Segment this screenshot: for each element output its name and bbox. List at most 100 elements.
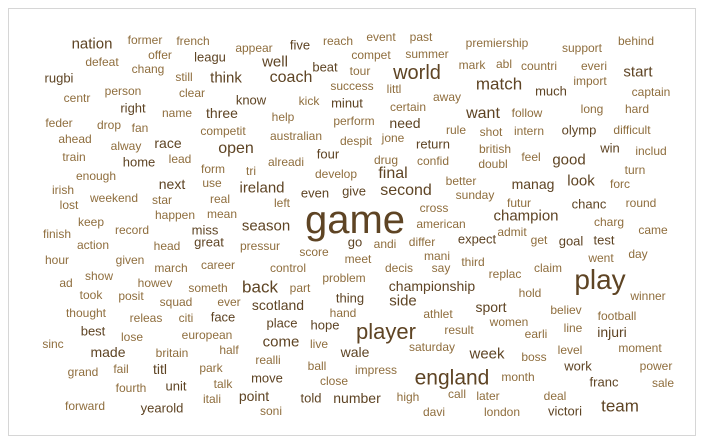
word-itali: itali — [202, 392, 222, 406]
word-made: made — [90, 344, 126, 360]
word-finish: finish — [42, 227, 72, 241]
word-move: move — [251, 370, 283, 386]
word-control: control — [269, 261, 307, 275]
word-given: given — [115, 253, 145, 267]
word-captain: captain — [631, 85, 671, 99]
word-ad: ad — [59, 276, 73, 290]
word-give: give — [342, 183, 366, 199]
word-england: england — [414, 366, 490, 390]
word-told: told — [300, 390, 322, 406]
word-differ: differ — [408, 235, 436, 249]
word-competit: competit — [200, 124, 246, 138]
word-go: go — [347, 234, 363, 250]
word-number: number — [333, 390, 381, 406]
word-shot: shot — [479, 125, 503, 139]
word-championship: championship — [388, 278, 476, 294]
word-away: away — [432, 90, 462, 104]
word-half: half — [219, 343, 239, 357]
word-long: long — [580, 102, 604, 116]
word-franc: franc — [589, 374, 619, 390]
word-march: march — [154, 261, 188, 275]
word-london: london — [483, 405, 521, 419]
word-french: french — [176, 34, 210, 48]
word-posit: posit — [118, 289, 144, 303]
word-former: former — [127, 33, 163, 47]
word-best: best — [80, 323, 106, 339]
word-sunday: sunday — [455, 188, 495, 202]
word-line: line — [563, 321, 583, 335]
word-result: result — [444, 323, 474, 337]
word-fail: fail — [113, 362, 129, 376]
word-player: player — [356, 319, 416, 344]
word-australian: australian — [269, 129, 323, 143]
word-goal: goal — [558, 233, 584, 249]
word-premiership: premiership — [465, 36, 529, 50]
word-thing: thing — [335, 290, 365, 306]
word-come: come — [262, 333, 300, 351]
word-beat: beat — [312, 59, 338, 75]
word-power: power — [639, 359, 673, 373]
word-import: import — [573, 74, 607, 88]
word-lose: lose — [120, 330, 144, 344]
word-ball: ball — [307, 359, 327, 373]
word-play: play — [574, 264, 626, 295]
word-rule: rule — [445, 123, 467, 137]
word-ahead: ahead — [58, 132, 92, 146]
word-impress: impress — [354, 363, 398, 377]
word-final: final — [378, 165, 408, 182]
word-scotland: scotland — [251, 297, 305, 313]
word-hard: hard — [624, 102, 650, 116]
word-unit: unit — [165, 378, 187, 394]
word-clear: clear — [178, 86, 206, 100]
word-alreadi: alreadi — [267, 155, 305, 169]
word-behind: behind — [617, 34, 655, 48]
word-test: test — [593, 232, 615, 248]
word-forward: forward — [64, 399, 106, 413]
word-hand: hand — [329, 306, 357, 320]
word-moment: moment — [618, 341, 662, 355]
word-head: head — [153, 239, 181, 253]
word-park: park — [199, 361, 223, 375]
word-decis: decis — [384, 261, 414, 275]
word-good: good — [552, 151, 586, 169]
word-citi: citi — [178, 311, 194, 325]
word-face: face — [210, 309, 236, 325]
word-british: british — [478, 142, 512, 156]
word-andi: andi — [373, 237, 397, 251]
word-certain: certain — [389, 100, 427, 114]
word-reach: reach — [322, 34, 354, 48]
word-came: came — [638, 223, 668, 237]
word-wale: wale — [340, 344, 370, 360]
word-say: say — [431, 261, 451, 275]
word-cross: cross — [419, 201, 449, 215]
word-five: five — [289, 37, 311, 53]
word-went: went — [588, 251, 614, 265]
word-next: next — [158, 176, 186, 192]
word-match: match — [475, 74, 523, 94]
word-rugbi: rugbi — [44, 70, 74, 86]
word-still: still — [175, 70, 193, 84]
word-star: star — [151, 193, 173, 207]
word-get: get — [530, 233, 548, 247]
word-place: place — [266, 315, 298, 331]
word-month: month — [501, 370, 535, 384]
word-want: want — [466, 105, 500, 122]
word-defeat: defeat — [85, 55, 119, 69]
word-saturday: saturday — [408, 340, 456, 354]
word-live: live — [309, 337, 329, 351]
word-well: well — [262, 53, 288, 71]
word-mean: mean — [206, 207, 238, 221]
word-britain: britain — [155, 346, 189, 360]
word-earli: earli — [524, 327, 548, 341]
word-olymp: olymp — [561, 122, 597, 138]
word-turn: turn — [624, 163, 646, 177]
word-event: event — [366, 30, 396, 44]
word-high: high — [396, 390, 420, 404]
word-deal: deal — [543, 389, 567, 403]
word-centr: centr — [63, 91, 91, 105]
word-talk: talk — [213, 377, 233, 391]
word-score: score — [299, 245, 329, 259]
word-team: team — [601, 396, 639, 416]
word-hope: hope — [310, 317, 340, 333]
word-compet: compet — [351, 48, 391, 62]
